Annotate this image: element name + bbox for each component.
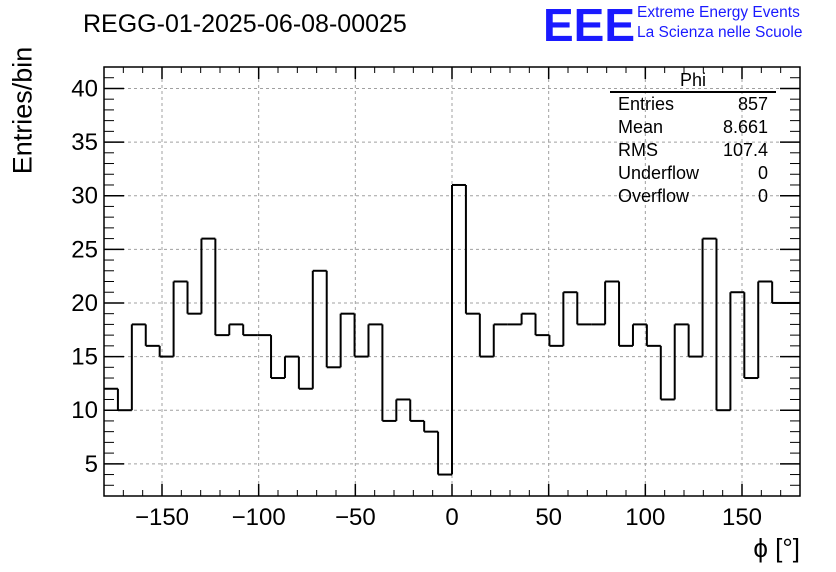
y-tick-label: 20 [71, 290, 98, 317]
stats-value: 8.661 [722, 117, 768, 137]
stats-label: Underflow [618, 163, 700, 183]
stats-value: 0 [757, 186, 768, 206]
eee-logo: EEE [543, 0, 636, 51]
stats-box: Phi Entries 857 Mean 8.661 RMS 107.4 Und… [610, 70, 776, 208]
x-tick-label: 150 [722, 504, 762, 531]
stats-row-mean: Mean 8.661 [610, 116, 776, 139]
stats-value: 0 [757, 163, 768, 183]
x-tick-label: 100 [625, 504, 665, 531]
y-tick-label: 40 [71, 75, 98, 102]
x-tick-label: 50 [535, 504, 562, 531]
stats-label: RMS [618, 140, 658, 160]
y-tick-label: 5 [85, 451, 98, 478]
stats-label: Mean [618, 117, 664, 137]
x-tick-label: 0 [445, 504, 458, 531]
stats-row-entries: Entries 857 [610, 93, 776, 116]
y-axis-label: Entries/bin [7, 46, 38, 175]
stats-value: 107.4 [722, 140, 768, 160]
stats-row-overflow: Overflow 0 [610, 185, 776, 208]
logo-caption-line1: Extreme Energy Events [637, 4, 800, 21]
chart-title: REGG-01-2025-06-08-00025 [83, 10, 407, 38]
y-tick-label: 10 [71, 397, 98, 424]
stats-row-rms: RMS 107.4 [610, 139, 776, 162]
y-tick-label: 35 [71, 129, 98, 156]
y-tick-label: 30 [71, 183, 98, 210]
y-tick-label: 25 [71, 236, 98, 263]
logo-caption-line2: La Scienza nelle Scuole [637, 24, 803, 41]
x-tick-label: −100 [232, 504, 286, 531]
stats-row-underflow: Underflow 0 [610, 162, 776, 185]
stats-label: Overflow [618, 186, 690, 206]
stats-label: Entries [618, 94, 675, 114]
y-tick-label: 15 [71, 344, 98, 371]
x-tick-label: −150 [135, 504, 189, 531]
stats-title: Phi [610, 70, 776, 93]
x-axis-label: ϕ [°] [753, 533, 800, 563]
x-tick-label: −50 [335, 504, 376, 531]
stats-value: 857 [737, 94, 768, 114]
